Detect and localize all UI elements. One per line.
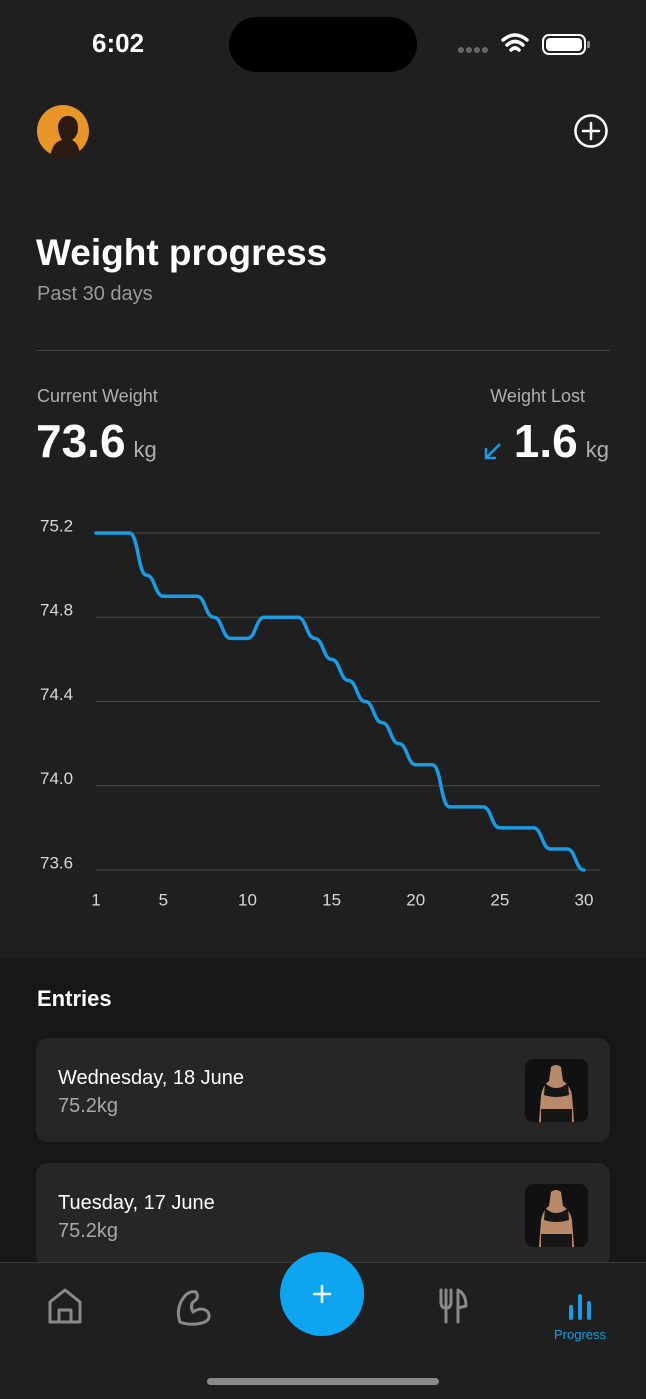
workout-tab[interactable] xyxy=(176,1290,211,1326)
home-indicator xyxy=(207,1378,439,1385)
signal xyxy=(458,47,488,53)
entry-date: Tuesday, 17 June xyxy=(58,1192,215,1214)
progress-icon-bar xyxy=(569,1305,573,1320)
avatar-figure xyxy=(50,115,80,158)
entry-photo xyxy=(525,1059,588,1122)
entry-weight: 75.2kg xyxy=(58,1095,119,1117)
entry-card[interactable]: Wednesday, 18 June 75.2kg xyxy=(36,1038,610,1142)
x-tick-label: 10 xyxy=(238,890,257,909)
divider xyxy=(36,350,610,351)
photo-clothing xyxy=(541,1208,572,1247)
current-weight-unit: kg xyxy=(133,437,157,462)
page-title: Weight progress xyxy=(36,232,328,273)
weight-chart: 75.274.874.474.073.61 5 10 15 20 25 30 xyxy=(40,516,600,909)
weight-lost-unit: kg xyxy=(585,437,609,462)
x-tick-label: 30 xyxy=(575,890,594,909)
entries-title: Entries xyxy=(37,986,112,1011)
progress-tab[interactable] xyxy=(569,1294,591,1320)
status-icons xyxy=(458,33,590,55)
x-tick-label: 1 xyxy=(91,890,100,909)
current-weight-value: 73.6 xyxy=(36,415,126,467)
x-tick-label: 5 xyxy=(159,890,168,909)
x-tick-label: 15 xyxy=(322,890,341,909)
current-weight-label: Current Weight xyxy=(37,386,158,406)
entry-photo xyxy=(525,1184,588,1247)
down-arrow xyxy=(484,443,501,460)
progress-icon-bar xyxy=(587,1301,591,1320)
photo-clothing xyxy=(541,1083,572,1122)
entry-card[interactable]: Tuesday, 17 June 75.2kg xyxy=(36,1163,610,1267)
add-ring xyxy=(574,114,608,148)
progress-tab-label[interactable]: Progress xyxy=(554,1327,607,1342)
x-tick-label: 25 xyxy=(490,890,509,909)
y-tick-label: 74.0 xyxy=(40,769,73,788)
weight-line xyxy=(94,531,586,872)
page-subtitle: Past 30 days xyxy=(37,283,153,305)
weight-lost-value: 1.6 xyxy=(513,415,578,467)
status-time: 6:02 xyxy=(92,28,145,58)
down-arrow-path xyxy=(484,443,501,460)
battery-tip xyxy=(587,41,590,48)
battery xyxy=(542,34,586,55)
current-weight: 73.6 kg xyxy=(36,414,157,468)
home-tab[interactable] xyxy=(48,1288,82,1324)
battery-level xyxy=(546,38,582,51)
avatar[interactable] xyxy=(36,104,90,158)
add-button[interactable] xyxy=(572,112,610,150)
meals-tab[interactable] xyxy=(439,1288,468,1324)
weight-lost: 1.6 kg xyxy=(482,414,609,468)
tab-icons: Progress xyxy=(48,1252,607,1342)
x-tick-label: 20 xyxy=(406,890,425,909)
y-tick-label: 75.2 xyxy=(40,516,73,535)
add-plus xyxy=(581,121,601,141)
add-entry-plus xyxy=(312,1284,332,1304)
progress-icon-bar xyxy=(578,1294,582,1320)
entry-date: Wednesday, 18 June xyxy=(58,1067,245,1089)
entry-weight: 75.2kg xyxy=(58,1220,119,1242)
y-tick-label: 73.6 xyxy=(40,853,73,872)
weight-lost-label: Weight Lost xyxy=(490,386,585,406)
y-tick-label: 74.4 xyxy=(40,685,73,704)
dynamic-island xyxy=(229,17,417,72)
y-tick-label: 74.8 xyxy=(40,601,73,620)
wifi xyxy=(501,33,529,52)
